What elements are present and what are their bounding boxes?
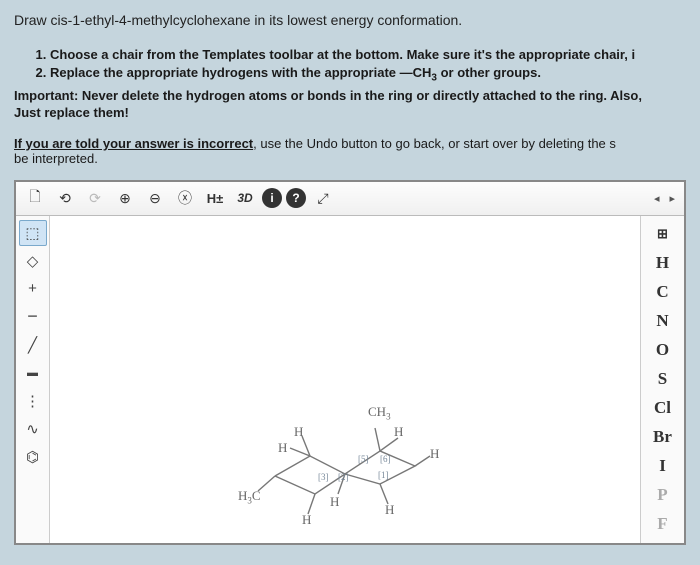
element-s-button[interactable]: S: [644, 365, 682, 393]
ring-tool[interactable]: ⌬: [19, 444, 47, 470]
left-toolbar: ⬚ ◇ + − ╱ ▬ ⋮ ∿ ⌬: [16, 216, 50, 543]
undo-button[interactable]: ⟲: [52, 185, 78, 211]
warning-block: If you are told your answer is incorrect…: [14, 136, 700, 166]
charge-plus-tool[interactable]: +: [19, 276, 47, 302]
wedge-bond-tool[interactable]: ▬: [19, 360, 47, 386]
select-tool[interactable]: ⬚: [19, 220, 47, 246]
element-n-button[interactable]: N: [644, 307, 682, 335]
step-1: Choose a chair from the Templates toolba…: [50, 47, 635, 62]
element-f-button[interactable]: F: [644, 510, 682, 538]
h-label-7: H: [385, 502, 394, 518]
remove-button[interactable]: ⓧ: [172, 185, 198, 211]
replace-line: Just replace them!: [14, 104, 700, 122]
h-label-2: H: [278, 440, 287, 456]
top-toolbar: 🗋 ⟲ ⟳ ⊕ ⊖ ⓧ H± 3D i ? ⤢ ◂ ▸: [16, 182, 684, 216]
redo-button[interactable]: ⟳: [82, 185, 108, 211]
erase-tool[interactable]: ◇: [19, 248, 47, 274]
warning-line2: be interpreted.: [14, 151, 700, 166]
atom-num-2: [2]: [338, 472, 349, 482]
element-h-button[interactable]: H: [644, 249, 682, 277]
question-prompt: Draw cis-1-ethyl-4-methylcyclohexane in …: [14, 12, 700, 28]
important-line: Important: Never delete the hydrogen ato…: [14, 87, 700, 105]
scroll-right-button[interactable]: ▸: [666, 192, 678, 205]
h-label-3: H: [394, 424, 403, 440]
help-button[interactable]: ?: [286, 188, 306, 208]
scroll-left-button[interactable]: ◂: [651, 192, 663, 205]
expand-button[interactable]: ⤢: [310, 185, 336, 211]
instructions-block: Choose a chair from the Templates toolba…: [14, 46, 700, 122]
step-2-ch3: —CH: [400, 65, 432, 80]
molecule-editor: 🗋 ⟲ ⟳ ⊕ ⊖ ⓧ H± 3D i ? ⤢ ◂ ▸ ⬚ ◇ + − ╱ ▬ …: [14, 180, 686, 545]
dash-bond-tool[interactable]: ⋮: [19, 388, 47, 414]
molecule-structure[interactable]: CH3 H H H H H H H H3C [3] [2] [1] [5] [6…: [230, 366, 470, 526]
element-i-button[interactable]: I: [644, 452, 682, 480]
charge-minus-tool[interactable]: −: [19, 304, 47, 330]
single-bond-tool[interactable]: ╱: [19, 332, 47, 358]
editor-body: ⬚ ◇ + − ╱ ▬ ⋮ ∿ ⌬: [16, 216, 684, 543]
zoom-in-button[interactable]: ⊕: [112, 185, 138, 211]
atom-num-5: [5]: [358, 454, 369, 464]
chain-tool[interactable]: ∿: [19, 416, 47, 442]
periodic-table-button[interactable]: ⊞: [644, 220, 682, 248]
warning-underlined: If you are told your answer is incorrect: [14, 136, 253, 151]
atom-num-1: [1]: [378, 470, 389, 480]
h-label-4: H: [430, 446, 439, 462]
hydrogen-toggle-button[interactable]: H±: [202, 185, 228, 211]
h-label-1: H: [294, 424, 303, 440]
info-button[interactable]: i: [262, 188, 282, 208]
step-2-post: or other groups.: [437, 65, 541, 80]
zoom-out-button[interactable]: ⊖: [142, 185, 168, 211]
warning-rest: , use the Undo button to go back, or sta…: [253, 136, 616, 151]
element-br-button[interactable]: Br: [644, 423, 682, 451]
element-c-button[interactable]: C: [644, 278, 682, 306]
h-label-5: H: [330, 494, 339, 510]
atom-num-6: [6]: [380, 454, 391, 464]
right-toolbar: ⊞ H C N O S Cl Br I P F: [640, 216, 684, 543]
h3c-label: H3C: [238, 488, 261, 506]
h-label-6: H: [302, 512, 311, 528]
new-button[interactable]: 🗋: [22, 185, 48, 211]
atom-num-3: [3]: [318, 472, 329, 482]
view-3d-button[interactable]: 3D: [232, 185, 258, 211]
drawing-canvas[interactable]: CH3 H H H H H H H H3C [3] [2] [1] [5] [6…: [50, 216, 640, 543]
element-o-button[interactable]: O: [644, 336, 682, 364]
element-p-button[interactable]: P: [644, 481, 682, 509]
ch3-label: CH3: [368, 404, 391, 422]
step-2-pre: Replace the appropriate hydrogens with t…: [50, 65, 400, 80]
element-cl-button[interactable]: Cl: [644, 394, 682, 422]
